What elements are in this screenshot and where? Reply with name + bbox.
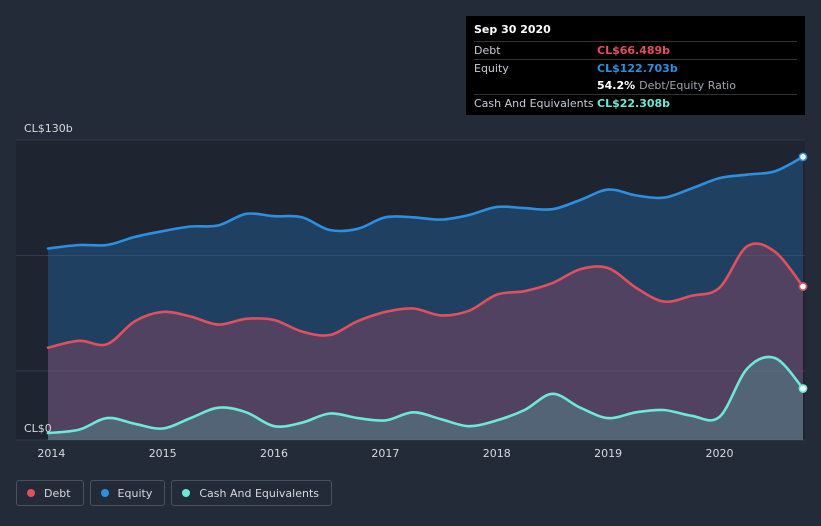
cash-dot-icon <box>182 489 191 497</box>
tooltip-debt-value: CL$66.489b <box>597 44 671 57</box>
tooltip-panel: Sep 30 2020 Debt CL$66.489b Equity CL$12… <box>466 16 805 115</box>
tooltip-debt-row: Debt CL$66.489b <box>474 41 797 59</box>
legend: Debt Equity Cash And Equivalents <box>16 480 332 506</box>
debt-line <box>46 242 805 349</box>
legend-label-cash: Cash And Equivalents <box>199 486 319 500</box>
gridlines <box>16 139 805 441</box>
debt-area <box>48 243 803 440</box>
series-areas <box>48 156 803 441</box>
legend-label-equity: Equity <box>117 486 153 500</box>
x-tick-label: 2018 <box>483 447 511 460</box>
equity-area <box>48 156 803 441</box>
tooltip-equity-value: CL$122.703b <box>597 62 678 75</box>
debt-end-marker[interactable] <box>798 282 808 291</box>
equity-line <box>46 155 805 250</box>
plot-background <box>16 140 805 440</box>
x-tick-label: 2020 <box>705 447 733 460</box>
y-tick-label-min: CL$0 <box>24 422 52 435</box>
tooltip-equity-label: Equity <box>474 62 509 75</box>
x-tick-label: 2014 <box>37 447 65 460</box>
series-lines <box>46 155 805 435</box>
series-end-markers <box>798 152 808 393</box>
equity-dot-icon <box>100 489 109 497</box>
y-tick-label-max: CL$130b <box>24 122 73 135</box>
legend-item-cash[interactable]: Cash And Equivalents <box>171 480 332 506</box>
tooltip-cash-row: Cash And Equivalents CL$22.308b <box>474 94 797 112</box>
tooltip-ratio-label: Debt/Equity Ratio <box>639 79 736 92</box>
x-tick-label: 2016 <box>260 447 288 460</box>
tooltip-ratio-row: 54.2% Debt/Equity Ratio <box>474 77 797 94</box>
legend-item-equity[interactable]: Equity <box>89 480 166 506</box>
x-tick-label: 2017 <box>371 447 399 460</box>
tooltip-date: Sep 30 2020 <box>474 23 551 36</box>
cash-and-equivalents-area <box>48 356 803 440</box>
x-axis: 2014 2015 2016 2017 2018 2019 2020 <box>37 447 733 460</box>
tooltip-cash-value: CL$22.308b <box>597 97 671 110</box>
equity-end-marker[interactable] <box>798 152 808 162</box>
cash-and-equivalents-line <box>46 355 805 435</box>
legend-label-debt: Debt <box>44 486 71 500</box>
x-tick-label: 2015 <box>149 447 177 460</box>
legend-item-debt[interactable]: Debt <box>16 480 84 506</box>
debt-dot-icon <box>27 489 35 497</box>
tooltip-cash-label: Cash And Equivalents <box>474 97 594 110</box>
tooltip-ratio-value: 54.2% <box>597 79 636 92</box>
cash-and-equivalents-end-marker[interactable] <box>798 384 808 393</box>
x-tick-label: 2019 <box>594 447 622 460</box>
tooltip-equity-row: Equity CL$122.703b <box>474 59 797 77</box>
tooltip-debt-label: Debt <box>474 44 501 57</box>
